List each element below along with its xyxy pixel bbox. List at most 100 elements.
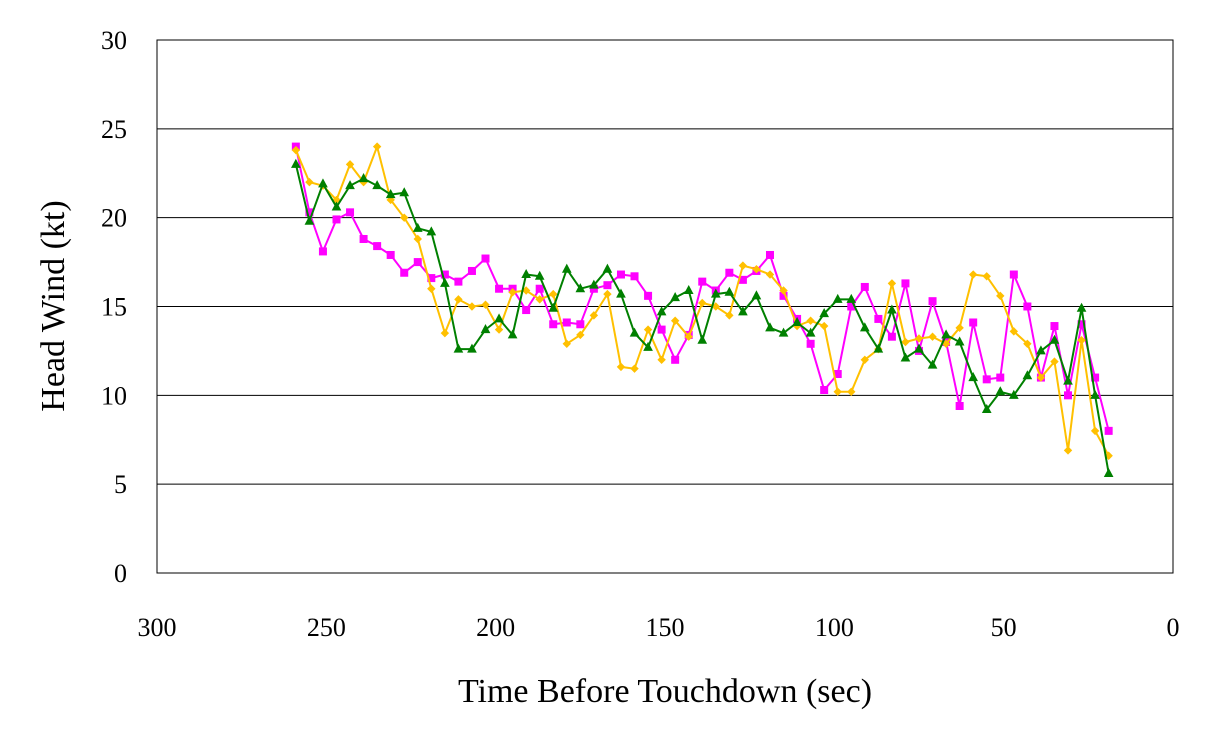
data-point xyxy=(399,187,410,197)
data-point xyxy=(1090,389,1100,399)
data-point xyxy=(318,247,327,256)
data-point xyxy=(467,343,477,353)
data-point xyxy=(386,195,395,205)
data-point xyxy=(941,329,951,339)
y-tick-label: 15 xyxy=(101,293,127,322)
data-point xyxy=(914,334,924,343)
data-point xyxy=(305,177,314,187)
data-point xyxy=(1104,426,1113,435)
data-point xyxy=(481,300,490,309)
x-tick-label: 300 xyxy=(138,613,177,642)
data-point xyxy=(969,318,978,327)
data-point xyxy=(900,352,911,362)
data-point xyxy=(589,311,599,320)
data-point xyxy=(507,329,518,339)
data-point xyxy=(1050,322,1059,331)
data-point xyxy=(873,343,884,353)
data-point xyxy=(954,336,965,346)
data-point xyxy=(698,277,707,286)
data-point xyxy=(981,403,992,414)
data-point xyxy=(562,318,571,327)
data-point xyxy=(833,387,842,396)
data-point xyxy=(521,286,531,295)
data-point xyxy=(1023,302,1032,311)
y-axis-title: Head Wind (kt) xyxy=(35,200,72,411)
x-tick-label: 50 xyxy=(991,613,1017,642)
data-point xyxy=(372,142,382,151)
data-point xyxy=(454,295,463,304)
data-point xyxy=(549,289,558,299)
series-line xyxy=(294,146,1110,432)
data-point xyxy=(1050,357,1059,366)
data-point xyxy=(616,362,626,372)
data-point xyxy=(412,222,423,232)
data-point xyxy=(426,226,437,236)
data-point xyxy=(576,320,585,329)
data-point xyxy=(630,364,639,373)
data-point xyxy=(697,334,708,344)
data-point xyxy=(535,295,544,304)
data-point xyxy=(589,279,599,289)
data-point xyxy=(738,306,748,316)
data-point xyxy=(440,277,450,287)
data-point xyxy=(1022,370,1033,380)
data-point xyxy=(982,375,991,384)
data-point xyxy=(400,268,409,277)
data-point xyxy=(562,339,571,349)
y-tick-label: 0 xyxy=(114,559,127,588)
data-point xyxy=(1036,345,1046,355)
data-point xyxy=(805,327,816,337)
data-point xyxy=(629,327,640,337)
data-point xyxy=(1077,336,1086,345)
data-point xyxy=(1009,270,1018,279)
series-group xyxy=(291,142,1114,478)
y-tick-label: 5 xyxy=(114,470,127,499)
data-point xyxy=(779,286,788,295)
data-point xyxy=(860,282,869,291)
data-point xyxy=(765,322,775,332)
data-point xyxy=(806,339,815,348)
data-point xyxy=(481,254,490,263)
data-point xyxy=(684,332,693,341)
data-point xyxy=(819,321,829,331)
data-point xyxy=(494,325,504,334)
data-point xyxy=(820,386,829,395)
data-point xyxy=(1049,334,1060,344)
x-tick-label: 0 xyxy=(1167,613,1180,642)
data-point xyxy=(521,268,531,279)
data-point xyxy=(385,189,396,199)
series-1 xyxy=(291,142,1113,435)
data-point xyxy=(670,316,680,325)
data-point xyxy=(1076,302,1087,312)
data-point xyxy=(765,270,775,279)
data-point xyxy=(725,311,734,320)
data-point xyxy=(710,288,721,298)
x-axis-title: Time Before Touchdown (sec) xyxy=(458,673,872,710)
x-tick-label: 100 xyxy=(815,613,854,642)
y-tick-label: 25 xyxy=(101,115,127,144)
data-point xyxy=(765,250,774,259)
data-point xyxy=(386,250,395,259)
data-point xyxy=(1103,467,1114,478)
data-point xyxy=(291,158,301,168)
data-point xyxy=(656,306,667,316)
data-point xyxy=(698,298,707,308)
data-point xyxy=(548,302,559,312)
y-tick-label: 30 xyxy=(101,26,127,55)
data-point xyxy=(955,323,964,333)
data-point xyxy=(413,258,422,267)
x-tick-label: 250 xyxy=(307,613,346,642)
data-point xyxy=(887,332,896,341)
data-point xyxy=(778,327,789,337)
data-point xyxy=(358,173,369,183)
data-point xyxy=(318,178,328,188)
data-point xyxy=(331,201,342,211)
y-tick-label: 20 xyxy=(101,204,127,233)
data-point xyxy=(508,288,517,297)
data-point xyxy=(373,242,382,251)
data-point xyxy=(480,324,491,334)
data-point xyxy=(291,145,301,155)
series-line xyxy=(294,164,1110,474)
data-point xyxy=(927,359,938,369)
